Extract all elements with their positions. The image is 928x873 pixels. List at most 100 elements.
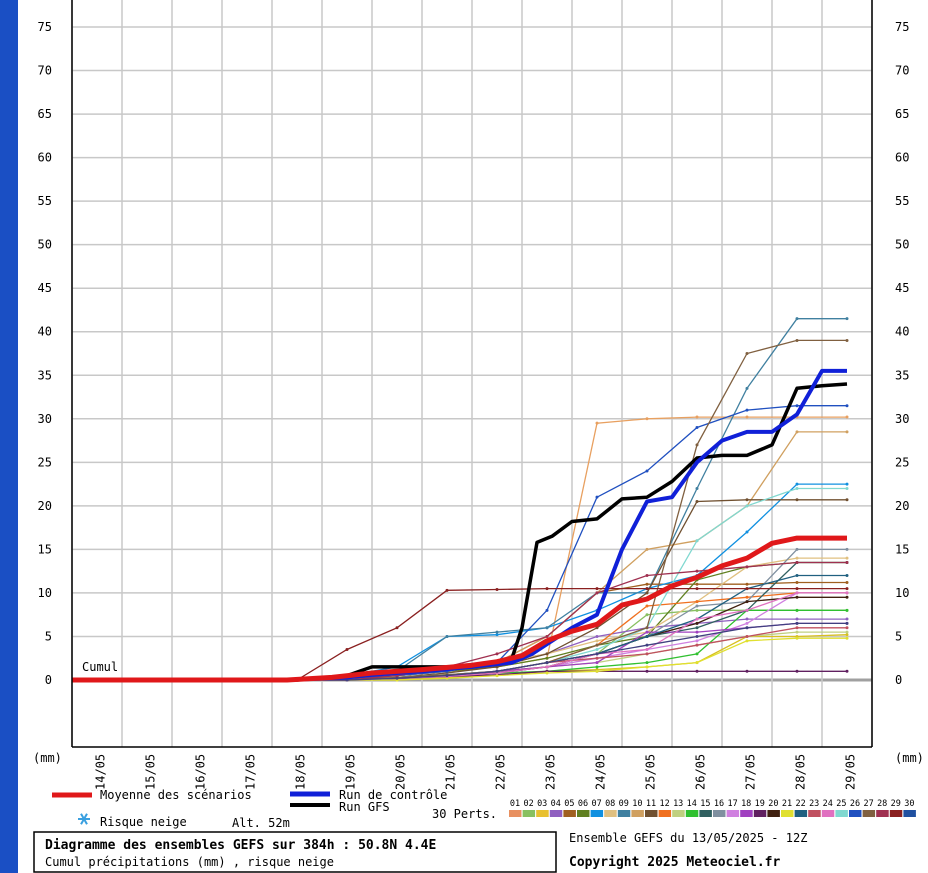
x-tick-label: 24/05 — [594, 754, 608, 790]
perturbation-point — [845, 498, 849, 502]
perturbation-point — [595, 665, 599, 669]
perturbation-point — [645, 665, 649, 669]
title-box — [33, 831, 557, 873]
pert-swatch — [590, 810, 604, 817]
y-tick-left: 60 — [38, 151, 52, 165]
perturbation-point — [745, 621, 749, 625]
y-tick-right: 50 — [895, 238, 909, 252]
pert-number: 17 — [727, 799, 737, 809]
perturbation-point — [795, 626, 799, 630]
y-tick-left: 70 — [38, 64, 52, 78]
y-tick-right: 0 — [895, 673, 902, 687]
perturbation-point — [395, 676, 399, 680]
ylabel-left: (mm) — [33, 751, 62, 765]
pert-number: 25 — [836, 799, 846, 809]
perturbation-point — [695, 582, 699, 586]
pert-swatch — [876, 810, 889, 817]
perturbation-point — [845, 404, 849, 408]
perturbation-point — [795, 404, 799, 408]
perturbation-point — [645, 648, 649, 652]
perturbation-point — [645, 626, 649, 630]
perturbation-point — [845, 560, 849, 564]
perturbation-point — [695, 669, 699, 673]
pert-number: 23 — [809, 799, 819, 809]
pert-number: 01 — [510, 799, 520, 809]
y-tick-right: 20 — [895, 499, 909, 513]
perturbation-point — [495, 587, 499, 591]
legend-mean-label: Moyenne des scénarios — [100, 788, 252, 802]
pert-number: 07 — [591, 799, 601, 809]
perturbation-point — [495, 633, 499, 637]
pert-swatch — [631, 810, 644, 817]
gfs-line — [72, 382, 848, 682]
pert-number: 20 — [768, 799, 778, 809]
perturbation-point — [795, 636, 799, 640]
y-tick-right: 10 — [895, 586, 909, 600]
perturbation-point — [845, 486, 849, 490]
perturbation-point — [545, 671, 549, 675]
perturbation-point — [795, 560, 799, 564]
pert-swatch — [808, 810, 821, 817]
perturbation-point — [695, 539, 699, 543]
pert-swatches: 01 02 03 04 05 06 07 08 09 10 11 12 13 14 15 16 17 18 19 20… — [509, 799, 916, 817]
snow-risk-label: Risque neige — [100, 815, 187, 829]
perturbation-point — [695, 415, 699, 419]
y-tick-left: 15 — [38, 542, 52, 556]
x-tick-label: 23/05 — [544, 754, 558, 790]
pert-swatch — [672, 810, 685, 817]
perturbation-point — [595, 661, 599, 665]
pert-number: 14 — [687, 799, 697, 809]
pert-swatch — [903, 810, 916, 817]
pert-swatch — [685, 810, 699, 817]
x-tick-label: 16/05 — [194, 754, 208, 790]
y-tick-right: 45 — [895, 281, 909, 295]
perturbation-point — [795, 669, 799, 673]
y-tick-left: 30 — [38, 412, 52, 426]
perturbation-point — [645, 582, 649, 586]
perturbation-point — [845, 556, 849, 560]
perturbation-point — [845, 636, 849, 640]
perturbation-point — [545, 634, 549, 638]
pert-swatch — [536, 810, 549, 817]
legend-perts-label: 30 Perts. — [432, 807, 497, 821]
perturbation-point — [745, 639, 749, 643]
x-tick-label: 22/05 — [494, 754, 508, 790]
box-subtitle: Cumul précipitations (mm) , risque neige — [45, 855, 334, 869]
y-tick-right: 5 — [895, 629, 902, 643]
perturbation-point — [795, 621, 799, 625]
pert-number: 03 — [537, 799, 547, 809]
perturbation-point — [595, 421, 599, 425]
pert-number: 29 — [891, 799, 901, 809]
pert-number: 21 — [782, 799, 792, 809]
perturbation-series — [72, 317, 849, 682]
perturbation-point — [695, 604, 699, 608]
perturbation-point — [645, 417, 649, 421]
perturbation-point — [595, 656, 599, 660]
pert-swatch — [713, 810, 726, 817]
pert-swatch — [658, 810, 672, 817]
pert-swatch — [509, 810, 522, 817]
legend: Moyenne des scénarios Run de contrôle Ru… — [52, 788, 916, 830]
perturbation-point — [395, 626, 399, 630]
pert-number: 12 — [659, 799, 669, 809]
perturbation-point — [795, 482, 799, 486]
perturbation-point — [695, 639, 699, 643]
box-title: Diagramme des ensembles GEFS sur 384h : … — [45, 838, 436, 853]
perturbation-point — [795, 498, 799, 502]
perturbation-point — [545, 656, 549, 660]
copyright: Copyright 2025 Meteociel.fr — [569, 855, 780, 870]
main-series — [72, 368, 848, 683]
y-tick-left: 35 — [38, 368, 52, 382]
pert-number: 16 — [714, 799, 724, 809]
snowflake-icon — [78, 813, 90, 825]
perturbation-point — [795, 547, 799, 551]
perturbation-point — [645, 574, 649, 578]
perturbation-point — [595, 669, 599, 673]
perturbation-point — [695, 486, 699, 490]
perturbation-point — [695, 626, 699, 630]
x-tick-label: 26/05 — [694, 754, 708, 790]
y-tick-left: 45 — [38, 281, 52, 295]
perturbation-point — [845, 669, 849, 673]
perturbation-point — [695, 634, 699, 638]
y-tick-right: 75 — [895, 20, 909, 34]
